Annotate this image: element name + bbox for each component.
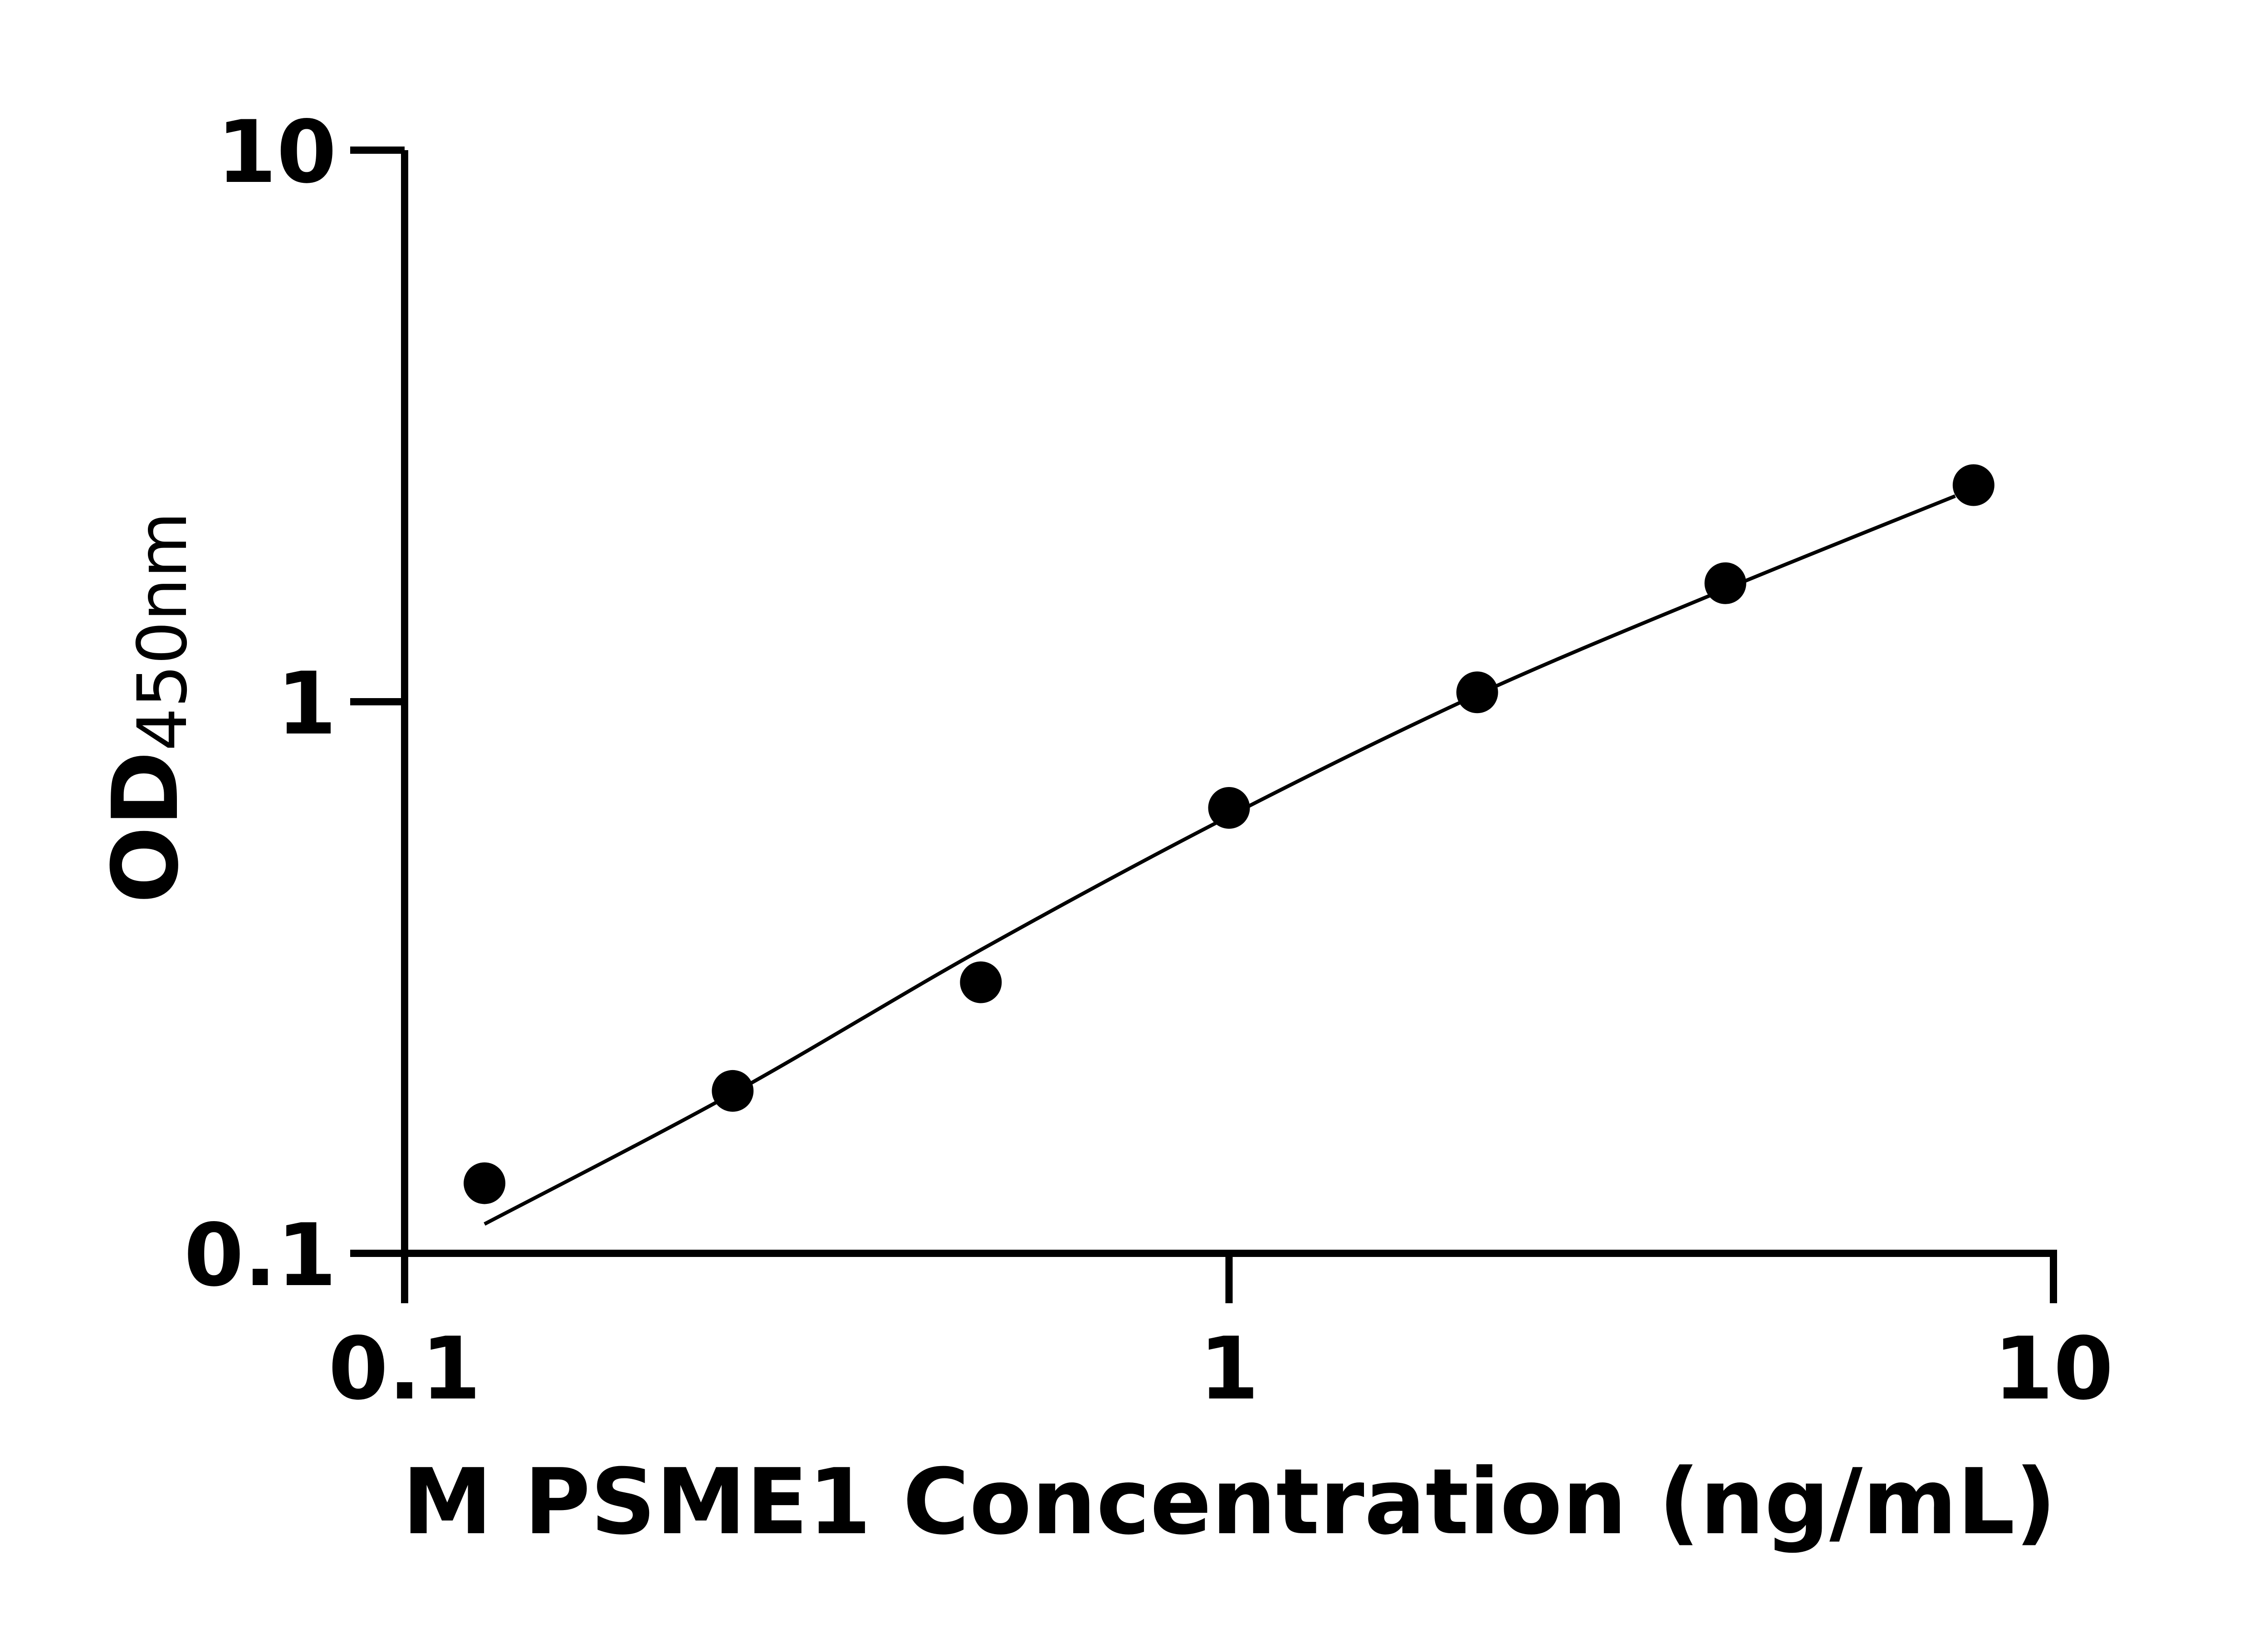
- data-point-4: [1456, 671, 1498, 714]
- y-tick-label-0: 0.1: [184, 1205, 337, 1305]
- data-point-2: [960, 961, 1002, 1003]
- x-axis-label: M PSME1 Concentration (ng/mL): [402, 1449, 2057, 1555]
- data-point-1: [712, 1070, 754, 1112]
- y-tick-label-1: 1: [277, 654, 337, 754]
- x-tick-label-0: 0.1: [328, 1319, 481, 1419]
- x-tick-label-1: 1: [1199, 1319, 1259, 1419]
- y-tick-label-2: 10: [217, 102, 337, 202]
- x-tick-label-2: 10: [1994, 1319, 2113, 1419]
- data-point-5: [1704, 562, 1746, 604]
- y-axis-label-sub: 450nm: [123, 512, 202, 751]
- axes: 0.1 1 10 0.1 1 10: [184, 102, 2113, 1419]
- data-point-6: [1952, 464, 1994, 506]
- data-points: [464, 464, 1994, 1204]
- fit-line: [484, 494, 1956, 1226]
- y-axis-label-main: OD: [93, 751, 199, 904]
- svg-text:OD450nm: OD450nm: [93, 512, 202, 904]
- data-point-3: [1208, 787, 1250, 829]
- y-axis-label: OD450nm: [93, 512, 202, 904]
- data-point-0: [464, 1162, 506, 1204]
- fit-line-group: [484, 494, 1956, 1226]
